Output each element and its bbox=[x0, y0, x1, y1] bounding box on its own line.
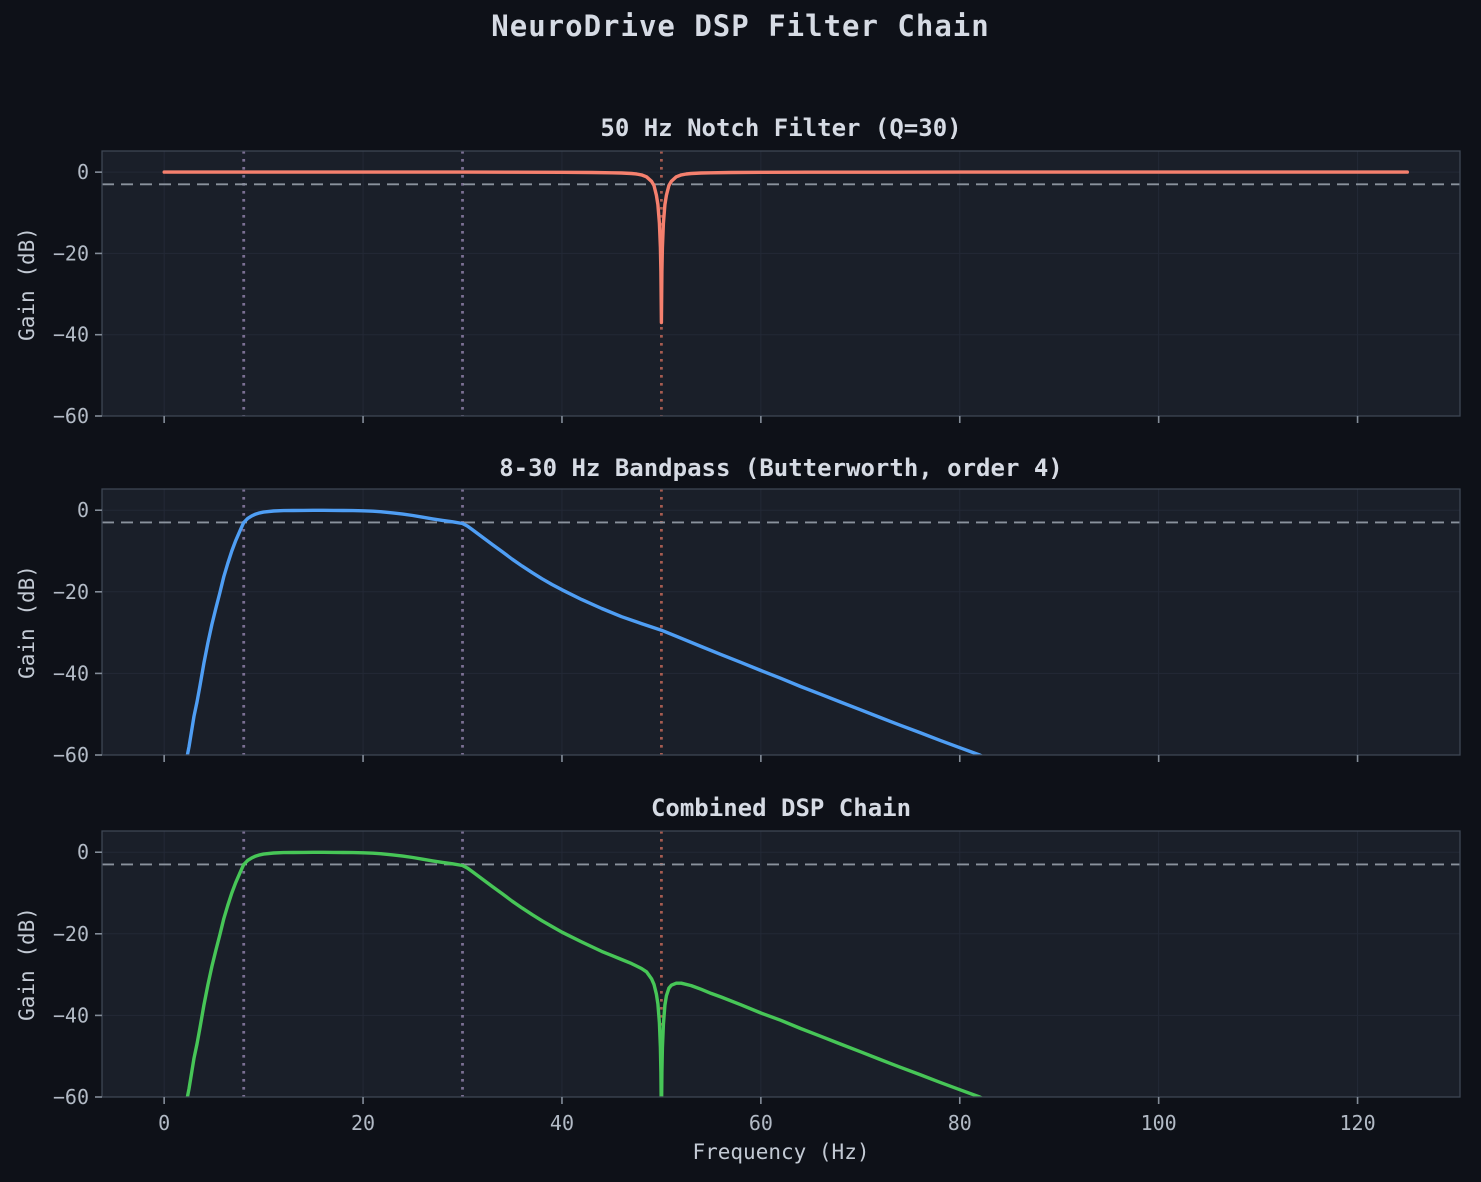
x-axis-label: Frequency (Hz) bbox=[692, 1140, 870, 1164]
y-tick-label: −40 bbox=[53, 1003, 89, 1027]
y-tick-label: 0 bbox=[77, 498, 89, 522]
x-tick-label: 0 bbox=[158, 1111, 170, 1135]
axes-spine bbox=[101, 488, 1461, 756]
axes-spine bbox=[101, 150, 1461, 417]
chart-panel-2: 0 20 40 60 80 100 120 0 −20 −40 −60 bbox=[53, 830, 1461, 1135]
chart-title-notch: 50 Hz Notch Filter (Q=30) bbox=[600, 114, 962, 142]
y-axis-label-bandpass: Gain (dB) bbox=[15, 565, 39, 679]
y-tick-label: −60 bbox=[53, 1085, 89, 1109]
figure-title: NeuroDrive DSP Filter Chain bbox=[491, 9, 990, 43]
x-tick-label: 80 bbox=[948, 1111, 972, 1135]
chart-panel-0: 0 −20 −40 −60 bbox=[53, 150, 1461, 428]
x-tick-label: 100 bbox=[1141, 1111, 1177, 1135]
plot-area bbox=[102, 151, 1460, 416]
y-tick-label: −20 bbox=[53, 580, 89, 604]
y-axis-label-combined: Gain (dB) bbox=[15, 907, 39, 1021]
plot-area bbox=[102, 831, 1460, 1097]
x-tick-label: 20 bbox=[351, 1111, 375, 1135]
chart-title-bandpass: 8-30 Hz Bandpass (Butterworth, order 4) bbox=[499, 454, 1063, 482]
plot-area bbox=[102, 489, 1460, 755]
y-tick-label: −20 bbox=[53, 241, 89, 265]
x-tick-label: 40 bbox=[550, 1111, 574, 1135]
y-axis-label-notch: Gain (dB) bbox=[15, 227, 39, 341]
x-tick-label: 120 bbox=[1340, 1111, 1376, 1135]
response-curve-1 bbox=[185, 508, 984, 755]
y-tick-label: −40 bbox=[53, 661, 89, 685]
y-tick-label: 0 bbox=[77, 160, 89, 184]
y-tick-label: 0 bbox=[77, 840, 89, 864]
y-tick-label: −60 bbox=[53, 743, 89, 767]
y-tick-label: −60 bbox=[53, 404, 89, 428]
chart-title-combined: Combined DSP Chain bbox=[650, 794, 912, 822]
response-curve-2 bbox=[185, 850, 984, 1097]
y-tick-label: −20 bbox=[53, 922, 89, 946]
response-curve-0 bbox=[162, 170, 1410, 325]
x-tick-label: 60 bbox=[749, 1111, 773, 1135]
axes-spine bbox=[101, 830, 1461, 1098]
chart-panel-1: 0 −20 −40 −60 bbox=[53, 488, 1461, 767]
y-tick-label: −40 bbox=[53, 323, 89, 347]
